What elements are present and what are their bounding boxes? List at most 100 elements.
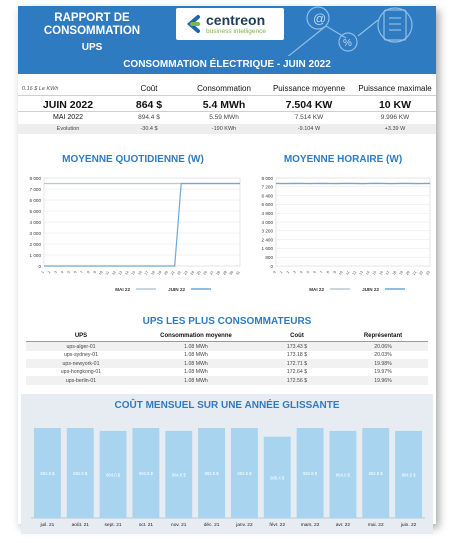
col-ups: UPS: [74, 333, 88, 339]
y-tick-label: 3 200: [262, 229, 274, 234]
daily-line-chart: 0 1 000 2 000 3 000 4 000 5 000 6 000 7 000 8 00…: [30, 176, 241, 292]
evolution-cost: -30.4 $: [140, 126, 158, 132]
monthly-cost-panel: COÛT MENSUEL SUR UNE ANNÉE GLISSANTE 892…: [21, 394, 433, 534]
x-tick-label: 8: [86, 270, 90, 274]
price-per-kwh: 0.16 $ Le KWh: [22, 86, 59, 92]
bar: [296, 428, 324, 518]
bar: [66, 428, 94, 518]
y-tick-label: 0: [270, 264, 273, 269]
percent-icon: [338, 32, 358, 52]
x-tick-label: 16: [378, 270, 384, 276]
previous-max-power: 9.996 KW: [380, 114, 410, 121]
col-avg-consumption: Consommation moyenne: [160, 333, 232, 339]
bar-category-label: oct. 21: [139, 522, 154, 528]
ups-avg-consumption: 1.08 MWh: [184, 360, 208, 367]
bar-value-label: 892.8 $: [303, 471, 318, 476]
evolution-label: Evolution: [56, 126, 80, 132]
bar-category-label: janv. 22: [235, 522, 253, 528]
ups-name: ups-newyork-01: [62, 360, 100, 367]
col-share: Représentant: [363, 333, 403, 339]
centreon-logo: centreon business intelligence: [176, 8, 284, 40]
current-cost: 864 $: [135, 99, 163, 111]
bar: [263, 436, 291, 518]
legend-label: JUIN 22: [168, 287, 185, 292]
previous-consumption: 5.59 MWh: [209, 114, 239, 121]
x-tick-label: 20: [405, 270, 411, 276]
evolution-consumption: -190 KWh: [211, 126, 237, 132]
bar-category-label: juin. 22: [400, 522, 417, 528]
report-title: RAPPORT DE CONSOMMATION: [32, 12, 152, 38]
bar-category-label: nov. 21: [171, 522, 187, 528]
ups-avg-consumption: 1.08 MWh: [184, 377, 208, 384]
bar-category-label: déc. 21: [204, 522, 220, 528]
document-icon: [383, 9, 407, 41]
ups-table-row: ups-alger-01 1.08 MWh 173.43 $ 20.06%: [26, 342, 428, 351]
x-tick-label: 12: [111, 270, 117, 276]
ups-cost: 172.64 $: [286, 369, 308, 375]
summary-row-previous: MAI 2022 894.4 $ 5.59 MWh 7.514 KW 9.996…: [18, 112, 436, 124]
bar: [362, 428, 390, 518]
bar: [165, 430, 193, 518]
ups-avg-consumption: 1.08 MWh: [184, 369, 208, 375]
summary-row-current: JUIN 2022 864 $ 5.4 MWh 7.504 KW 10 KW: [18, 95, 436, 112]
x-tick-label: 10: [338, 270, 344, 276]
bar: [99, 430, 127, 518]
y-tick-label: 6 000: [30, 198, 42, 203]
ups-table-row: ups-sydney-01 1.08 MWh 173.18 $ 20.03%: [26, 351, 428, 360]
x-tick-label: 4: [60, 270, 64, 274]
ups-cost: 173.18 $: [286, 352, 308, 358]
report-header: RAPPORT DE CONSOMMATION UPS centreon bus…: [18, 6, 436, 58]
logo-tagline: business intelligence: [206, 28, 266, 35]
x-tick-label: 1: [40, 270, 44, 274]
y-tick-label: 5 000: [30, 209, 42, 214]
bar-category-label: févr. 22: [269, 522, 285, 528]
bar: [395, 430, 423, 518]
x-tick-label: 15: [131, 270, 137, 276]
x-tick-label: 21: [170, 270, 176, 276]
y-tick-label: 8 000: [30, 176, 42, 181]
summary-header-row: 0.16 $ Le KWh Coût Consommation Puissanc…: [18, 78, 436, 95]
x-tick-label: 27: [209, 270, 215, 276]
x-tick-label: 21: [412, 270, 418, 276]
x-tick-label: 24: [190, 270, 196, 276]
x-tick-label: 18: [392, 270, 398, 276]
x-tick-label: 23: [183, 270, 189, 276]
x-tick-label: 5: [306, 270, 310, 274]
summary-table: 0.16 $ Le KWh Coût Consommation Puissanc…: [18, 78, 436, 134]
x-tick-label: 9: [93, 270, 97, 274]
y-tick-label: 800: [265, 255, 273, 260]
ups-share: 20.06%: [374, 343, 392, 350]
x-tick-label: 2: [47, 270, 51, 274]
x-tick-label: 7: [80, 270, 84, 274]
bar-value-label: 892.8 $: [369, 471, 384, 476]
bar-category-label: avr. 22: [336, 522, 351, 528]
bar: [33, 428, 61, 518]
bar-value-label: 864.0 $: [106, 472, 121, 477]
previous-period: MAI 2022: [53, 114, 83, 121]
bar-category-label: août. 21: [72, 522, 90, 528]
col-ups-cost: Coût: [290, 333, 304, 339]
x-tick-label: 22: [419, 270, 425, 276]
at-sign-icon: [306, 6, 330, 30]
ups-avg-consumption: 1.08 MWh: [184, 343, 208, 350]
bar-category-label: sept. 21: [105, 522, 122, 528]
ups-name: ups-berlin-01: [65, 377, 97, 384]
report-title-line1: RAPPORT DE: [54, 12, 130, 24]
x-tick-label: 16: [137, 270, 143, 276]
col-max-power: Puissance maximale: [358, 84, 432, 93]
col-avg-power: Puissance moyenne: [272, 84, 346, 93]
summary-row-evolution: Evolution -30.4 $ -190 KWh -9.104 W +3.3…: [18, 124, 436, 134]
logo-name: centreon: [206, 12, 266, 28]
x-tick-label: 14: [365, 270, 371, 276]
svg-text:%: %: [343, 38, 352, 49]
x-tick-label: 19: [398, 270, 404, 276]
x-tick-label: 10: [98, 270, 104, 276]
x-tick-label: 1: [279, 270, 283, 274]
ups-name: ups-alger-01: [66, 343, 96, 350]
x-tick-label: 6: [73, 270, 77, 274]
y-tick-label: 5 600: [262, 202, 274, 207]
x-tick-label: 28: [216, 270, 222, 276]
evolution-max-power: +3.39 W: [384, 126, 406, 132]
daily-chart-title: MOYENNE QUOTIDIENNE (W): [62, 154, 204, 165]
